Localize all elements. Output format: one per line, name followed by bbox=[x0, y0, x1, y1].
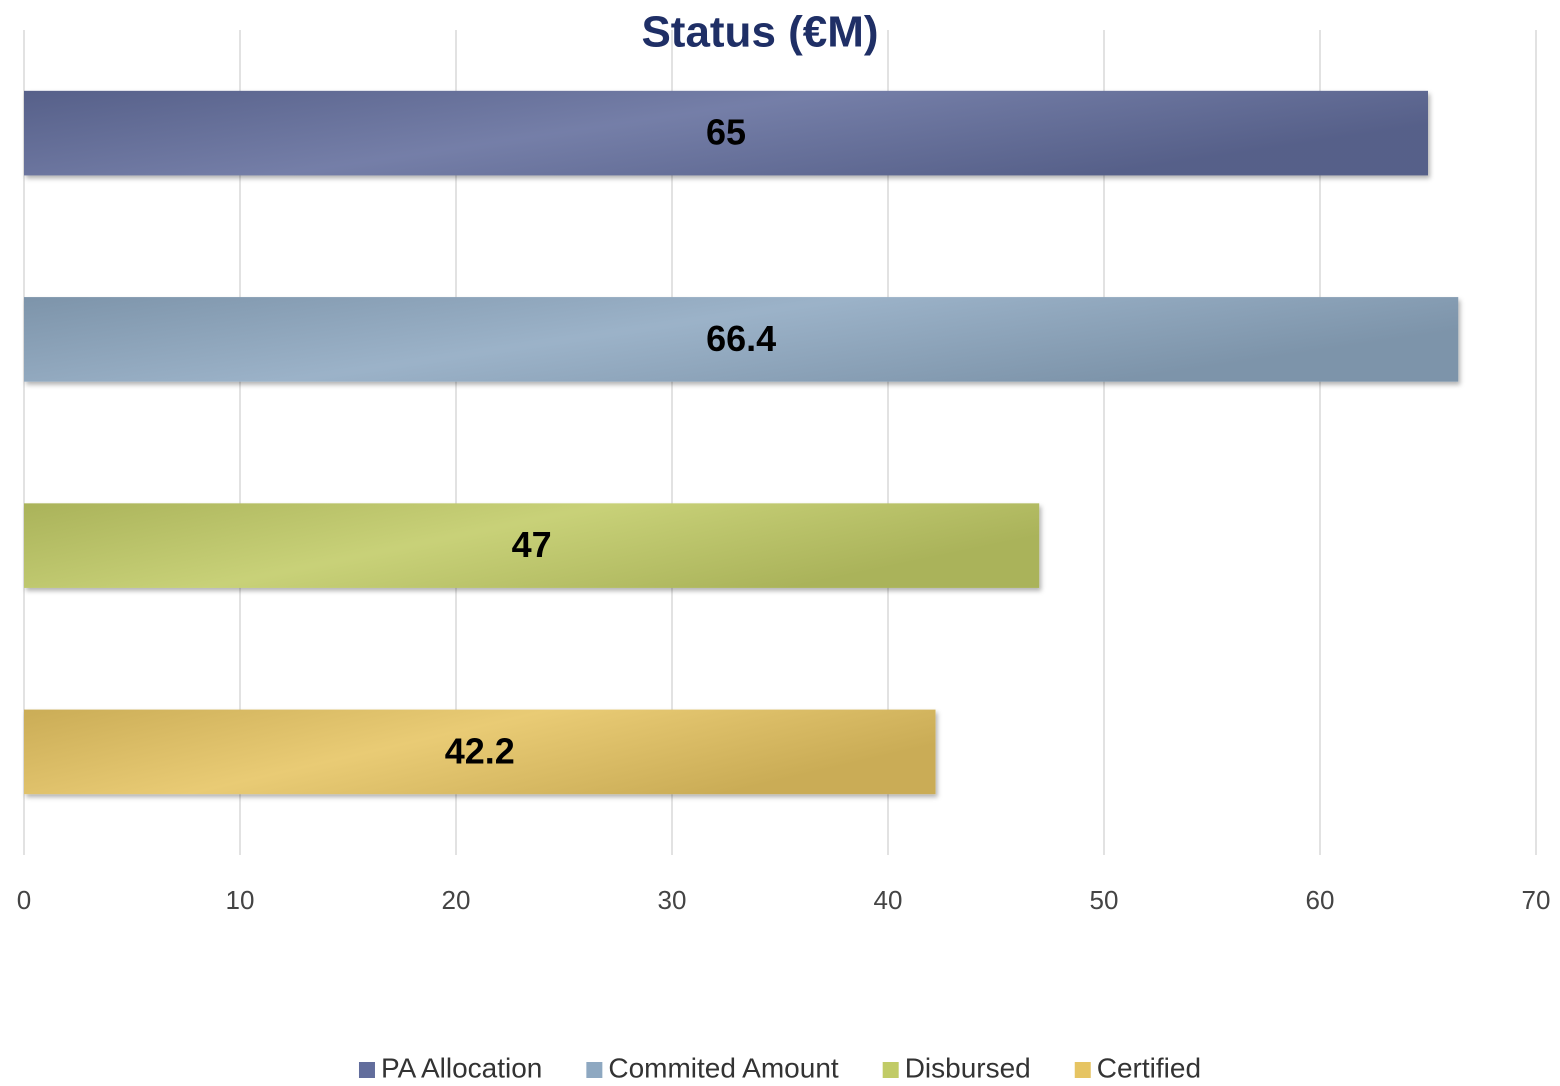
x-tick-label: 60 bbox=[1306, 885, 1335, 915]
x-tick-label: 30 bbox=[658, 885, 687, 915]
data-label: 65 bbox=[706, 112, 746, 153]
x-tick-label: 50 bbox=[1090, 885, 1119, 915]
x-tick-label: 40 bbox=[874, 885, 903, 915]
x-tick-label: 70 bbox=[1522, 885, 1551, 915]
bar-sheen bbox=[24, 90, 1428, 176]
legend-label: Disbursed bbox=[905, 1052, 1031, 1083]
x-tick-label: 0 bbox=[17, 885, 31, 915]
legend-label: PA Allocation bbox=[381, 1052, 542, 1083]
bar-sheen bbox=[24, 503, 1040, 588]
bar-sheen bbox=[24, 709, 936, 795]
legend-swatch bbox=[358, 1062, 375, 1078]
chart-title: Status (€M) bbox=[641, 8, 878, 57]
data-label: 66.4 bbox=[706, 318, 776, 359]
data-label: 47 bbox=[512, 524, 552, 565]
legend-swatch bbox=[586, 1062, 603, 1078]
bars bbox=[24, 90, 1459, 795]
legend-swatch bbox=[1074, 1062, 1091, 1078]
legend-label: Commited Amount bbox=[608, 1052, 839, 1083]
x-tick-label: 10 bbox=[226, 885, 255, 915]
legend-swatch bbox=[882, 1062, 899, 1078]
legend-label: Certified bbox=[1097, 1052, 1201, 1083]
x-tick-label: 20 bbox=[442, 885, 471, 915]
data-label: 42.2 bbox=[445, 730, 515, 771]
bar-sheen bbox=[24, 297, 1459, 382]
